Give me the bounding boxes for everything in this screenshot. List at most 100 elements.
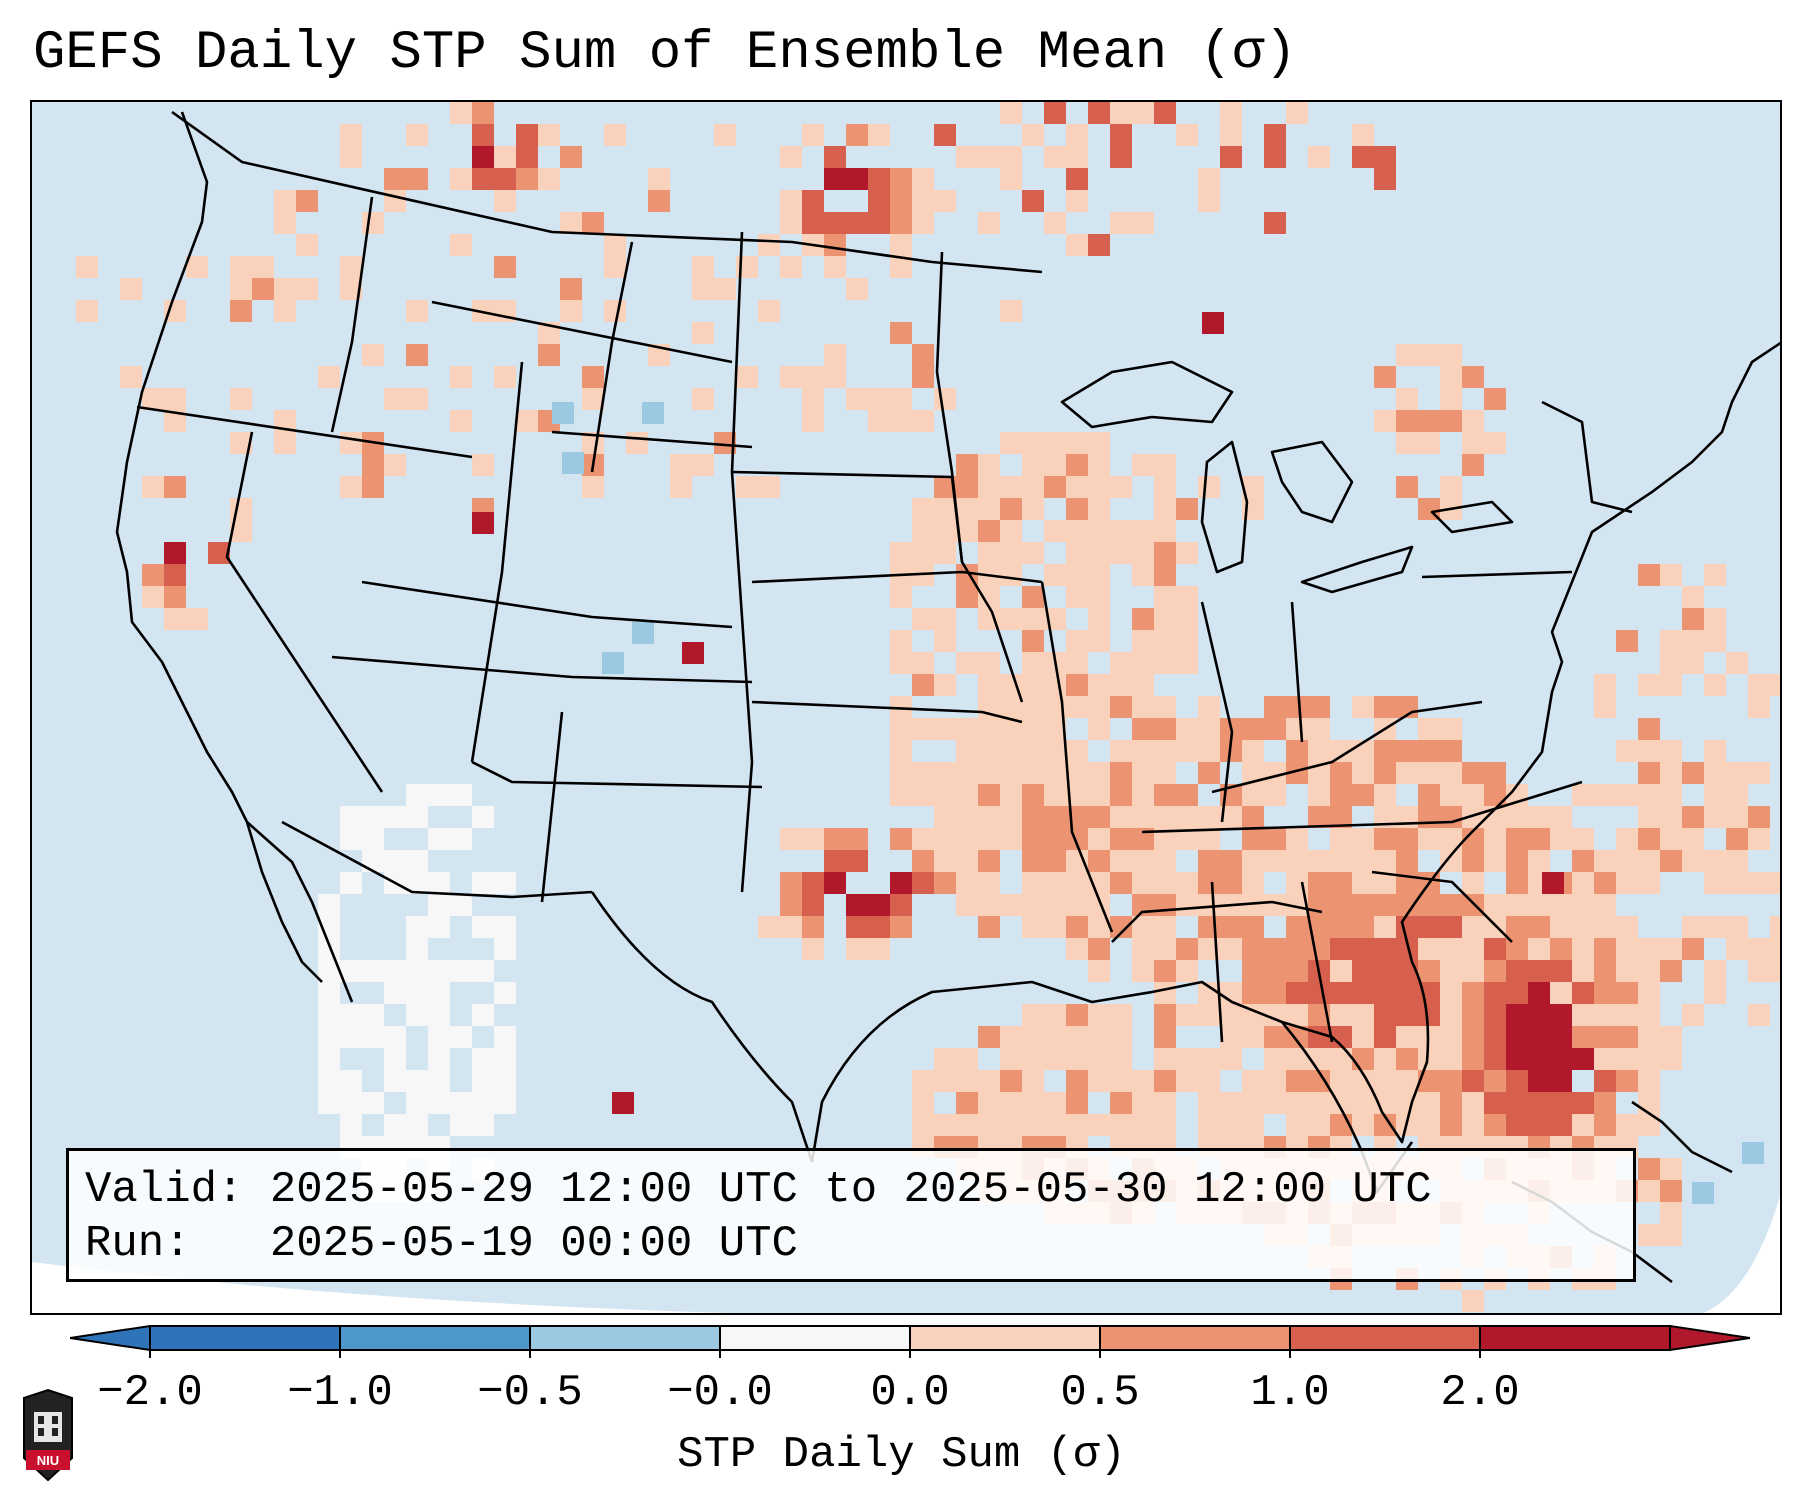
projection-corner-right [1703, 1196, 1780, 1313]
anomaly-cell [890, 652, 912, 674]
stp-map [32, 102, 1780, 1313]
anomaly-cell [1484, 938, 1506, 960]
anomaly-cell [1132, 762, 1154, 784]
anomaly-cell [450, 784, 472, 806]
anomaly-cell [1440, 1026, 1462, 1048]
anomaly-cell [1022, 432, 1044, 454]
valid-value: 2025-05-29 12:00 UTC to 2025-05-30 12:00… [269, 1165, 1432, 1215]
anomaly-cell [1044, 146, 1066, 168]
anomaly-cell [340, 806, 362, 828]
anomaly-cell [1066, 432, 1088, 454]
anomaly-cell [1660, 1158, 1682, 1180]
anomaly-cell [318, 1092, 340, 1114]
anomaly-cell [1066, 586, 1088, 608]
anomaly-cell [1286, 828, 1308, 850]
anomaly-cell [802, 872, 824, 894]
anomaly-cell [758, 476, 780, 498]
anomaly-cell [890, 696, 912, 718]
anomaly-cell [1484, 1092, 1506, 1114]
anomaly-cell [362, 1092, 384, 1114]
anomaly-cell [1088, 542, 1110, 564]
anomaly-cell [1484, 1114, 1506, 1136]
anomaly-cell [1176, 938, 1198, 960]
colorbar-segments [70, 1324, 1750, 1352]
anomaly-cell [1660, 630, 1682, 652]
anomaly-cell [1308, 718, 1330, 740]
anomaly-cell [1044, 454, 1066, 476]
anomaly-cell [1088, 498, 1110, 520]
anomaly-cell [648, 190, 670, 212]
anomaly-cell [1286, 982, 1308, 1004]
anomaly-cell [1308, 1114, 1330, 1136]
anomaly-cell [1506, 850, 1528, 872]
anomaly-cell [1616, 1026, 1638, 1048]
anomaly-cell [1110, 520, 1132, 542]
colorbar-tick-label: 0.0 [870, 1368, 950, 1418]
anomaly-cell [912, 520, 934, 542]
anomaly-cell [912, 608, 934, 630]
anomaly-cell [1742, 1142, 1764, 1164]
anomaly-cell [1132, 652, 1154, 674]
anomaly-cell [1132, 102, 1154, 124]
anomaly-cell [1550, 894, 1572, 916]
anomaly-cell [362, 344, 384, 366]
anomaly-cell [1022, 454, 1044, 476]
anomaly-cell [1044, 718, 1066, 740]
anomaly-cell [1726, 850, 1748, 872]
anomaly-cell [1440, 960, 1462, 982]
anomaly-cell [1638, 784, 1660, 806]
anomaly-cell [846, 850, 868, 872]
anomaly-cell [1110, 806, 1132, 828]
anomaly-cell [1462, 1114, 1484, 1136]
anomaly-cell [1726, 828, 1748, 850]
anomaly-cell [1066, 652, 1088, 674]
anomaly-cell [142, 564, 164, 586]
anomaly-cell [890, 586, 912, 608]
anomaly-cell [1176, 1070, 1198, 1092]
anomaly-cell [1550, 1048, 1572, 1070]
anomaly-cell [1374, 872, 1396, 894]
anomaly-cell [890, 740, 912, 762]
anomaly-cell [1594, 960, 1616, 982]
anomaly-cell [164, 542, 186, 564]
anomaly-cell [956, 850, 978, 872]
anomaly-cell [956, 872, 978, 894]
anomaly-cell [1638, 564, 1660, 586]
anomaly-cell [1154, 520, 1176, 542]
anomaly-cell [186, 608, 208, 630]
anomaly-cell [230, 520, 252, 542]
anomaly-cell [1154, 564, 1176, 586]
anomaly-cell [76, 256, 98, 278]
anomaly-cell [890, 388, 912, 410]
anomaly-cell [1308, 1092, 1330, 1114]
anomaly-cell [1440, 1070, 1462, 1092]
anomaly-cell [1770, 674, 1780, 696]
projection-corner [32, 1262, 730, 1313]
anomaly-cell [1154, 652, 1176, 674]
anomaly-cell [428, 1048, 450, 1070]
anomaly-cell [1044, 212, 1066, 234]
anomaly-cell [1044, 1114, 1066, 1136]
mn-ia-mo-line [935, 251, 1024, 703]
anomaly-cell [956, 498, 978, 520]
anomaly-cell [1330, 960, 1352, 982]
anomaly-cell [1660, 1026, 1682, 1048]
anomaly-cell [472, 124, 494, 146]
anomaly-cell [1374, 960, 1396, 982]
anomaly-cell [164, 608, 186, 630]
anomaly-cell [1616, 1048, 1638, 1070]
anomaly-cell [1198, 1004, 1220, 1026]
anomaly-cell [1264, 718, 1286, 740]
anomaly-cell [1748, 960, 1770, 982]
anomaly-cell [1308, 916, 1330, 938]
anomaly-cell [934, 1114, 956, 1136]
anomaly-cell [978, 1114, 1000, 1136]
anomaly-cell [1220, 1026, 1242, 1048]
anomaly-cell [1286, 1004, 1308, 1026]
anomaly-cell [1066, 498, 1088, 520]
anomaly-cell [1748, 1004, 1770, 1026]
anomaly-cell [1242, 872, 1264, 894]
anomaly-cell [1352, 1026, 1374, 1048]
map-panel[interactable] [30, 100, 1782, 1315]
anomaly-cell [1418, 784, 1440, 806]
